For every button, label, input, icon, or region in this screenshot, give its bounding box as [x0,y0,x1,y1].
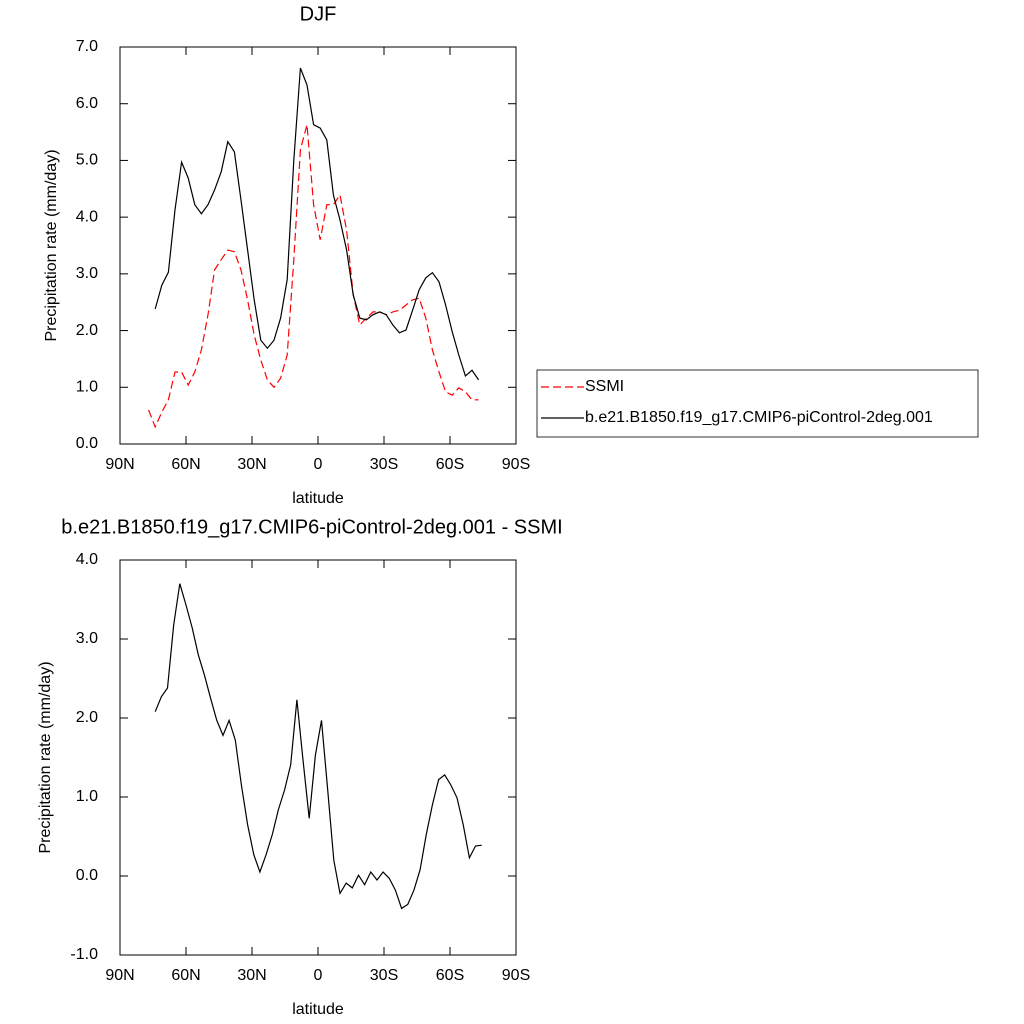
y-tick-label: 6.0 [76,95,98,112]
y-tick-label: 3.0 [76,265,98,282]
chart-title: b.e21.B1850.f19_g17.CMIP6-piControl-2deg… [61,516,562,538]
y-tick-label: 1.0 [76,379,98,396]
x-tick-label: 30N [237,456,266,473]
data-line [154,67,480,381]
plot-frame [119,46,517,445]
x-tick-label: 60N [171,967,200,984]
y-tick-label: 1.0 [76,788,98,805]
y-axis-label: Precipitation rate (mm/day) [37,661,54,853]
x-tick-label: 30S [370,456,398,473]
x-tick-label: 60N [171,456,200,473]
x-axis-label: latitude [292,490,344,507]
y-tick-label: 2.0 [76,709,98,726]
x-tick-label: 30N [237,967,266,984]
x-tick-label: 0 [314,456,323,473]
legend-label: SSMI [585,378,624,395]
x-tick-label: 30S [370,967,398,984]
x-tick-label: 90N [105,967,134,984]
y-tick-label: 4.0 [76,208,98,225]
x-tick-label: 90S [502,456,530,473]
y-tick-label: 5.0 [76,152,98,169]
y-tick-label: 2.0 [76,322,98,339]
x-tick-label: 60S [436,967,464,984]
data-line [154,583,482,910]
x-tick-label: 90N [105,456,134,473]
legend-box [536,369,979,438]
y-tick-label: 0.0 [76,867,98,884]
chart-title: DJF [300,3,337,25]
y-tick-label: 7.0 [76,38,98,55]
y-axis-label: Precipitation rate (mm/day) [43,149,60,341]
x-tick-label: 0 [314,967,323,984]
x-tick-label: 90S [502,967,530,984]
y-tick-label: 0.0 [76,435,98,452]
x-tick-label: 60S [436,456,464,473]
x-axis-label: latitude [292,1001,344,1018]
legend-label: b.e21.B1850.f19_g17.CMIP6-piControl-2deg… [585,409,933,426]
data-line [148,124,479,429]
y-tick-label: -1.0 [70,946,98,963]
y-tick-label: 3.0 [76,630,98,647]
y-tick-label: 4.0 [76,551,98,568]
plot-frame [119,559,517,956]
